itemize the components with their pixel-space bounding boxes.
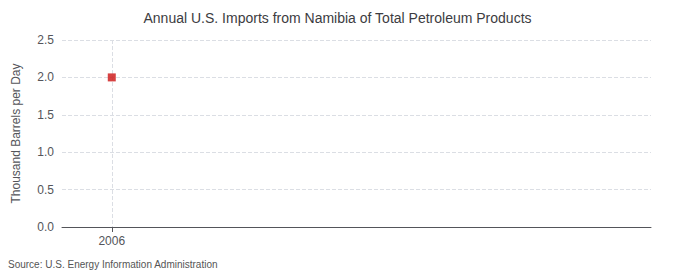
- svg-text:Annual U.S. Imports from Namib: Annual U.S. Imports from Namibia of Tota…: [143, 10, 531, 26]
- svg-text:Thousand Barrels per Day: Thousand Barrels per Day: [9, 63, 23, 203]
- svg-text:1.5: 1.5: [37, 108, 54, 122]
- svg-text:0.5: 0.5: [37, 183, 54, 197]
- svg-text:2006: 2006: [98, 234, 125, 248]
- svg-text:2.0: 2.0: [37, 70, 54, 84]
- svg-text:2.5: 2.5: [37, 33, 54, 47]
- svg-text:0.0: 0.0: [37, 220, 54, 234]
- svg-text:Source: U.S. Energy Informatio: Source: U.S. Energy Information Administ…: [8, 259, 218, 270]
- svg-text:1.0: 1.0: [37, 145, 54, 159]
